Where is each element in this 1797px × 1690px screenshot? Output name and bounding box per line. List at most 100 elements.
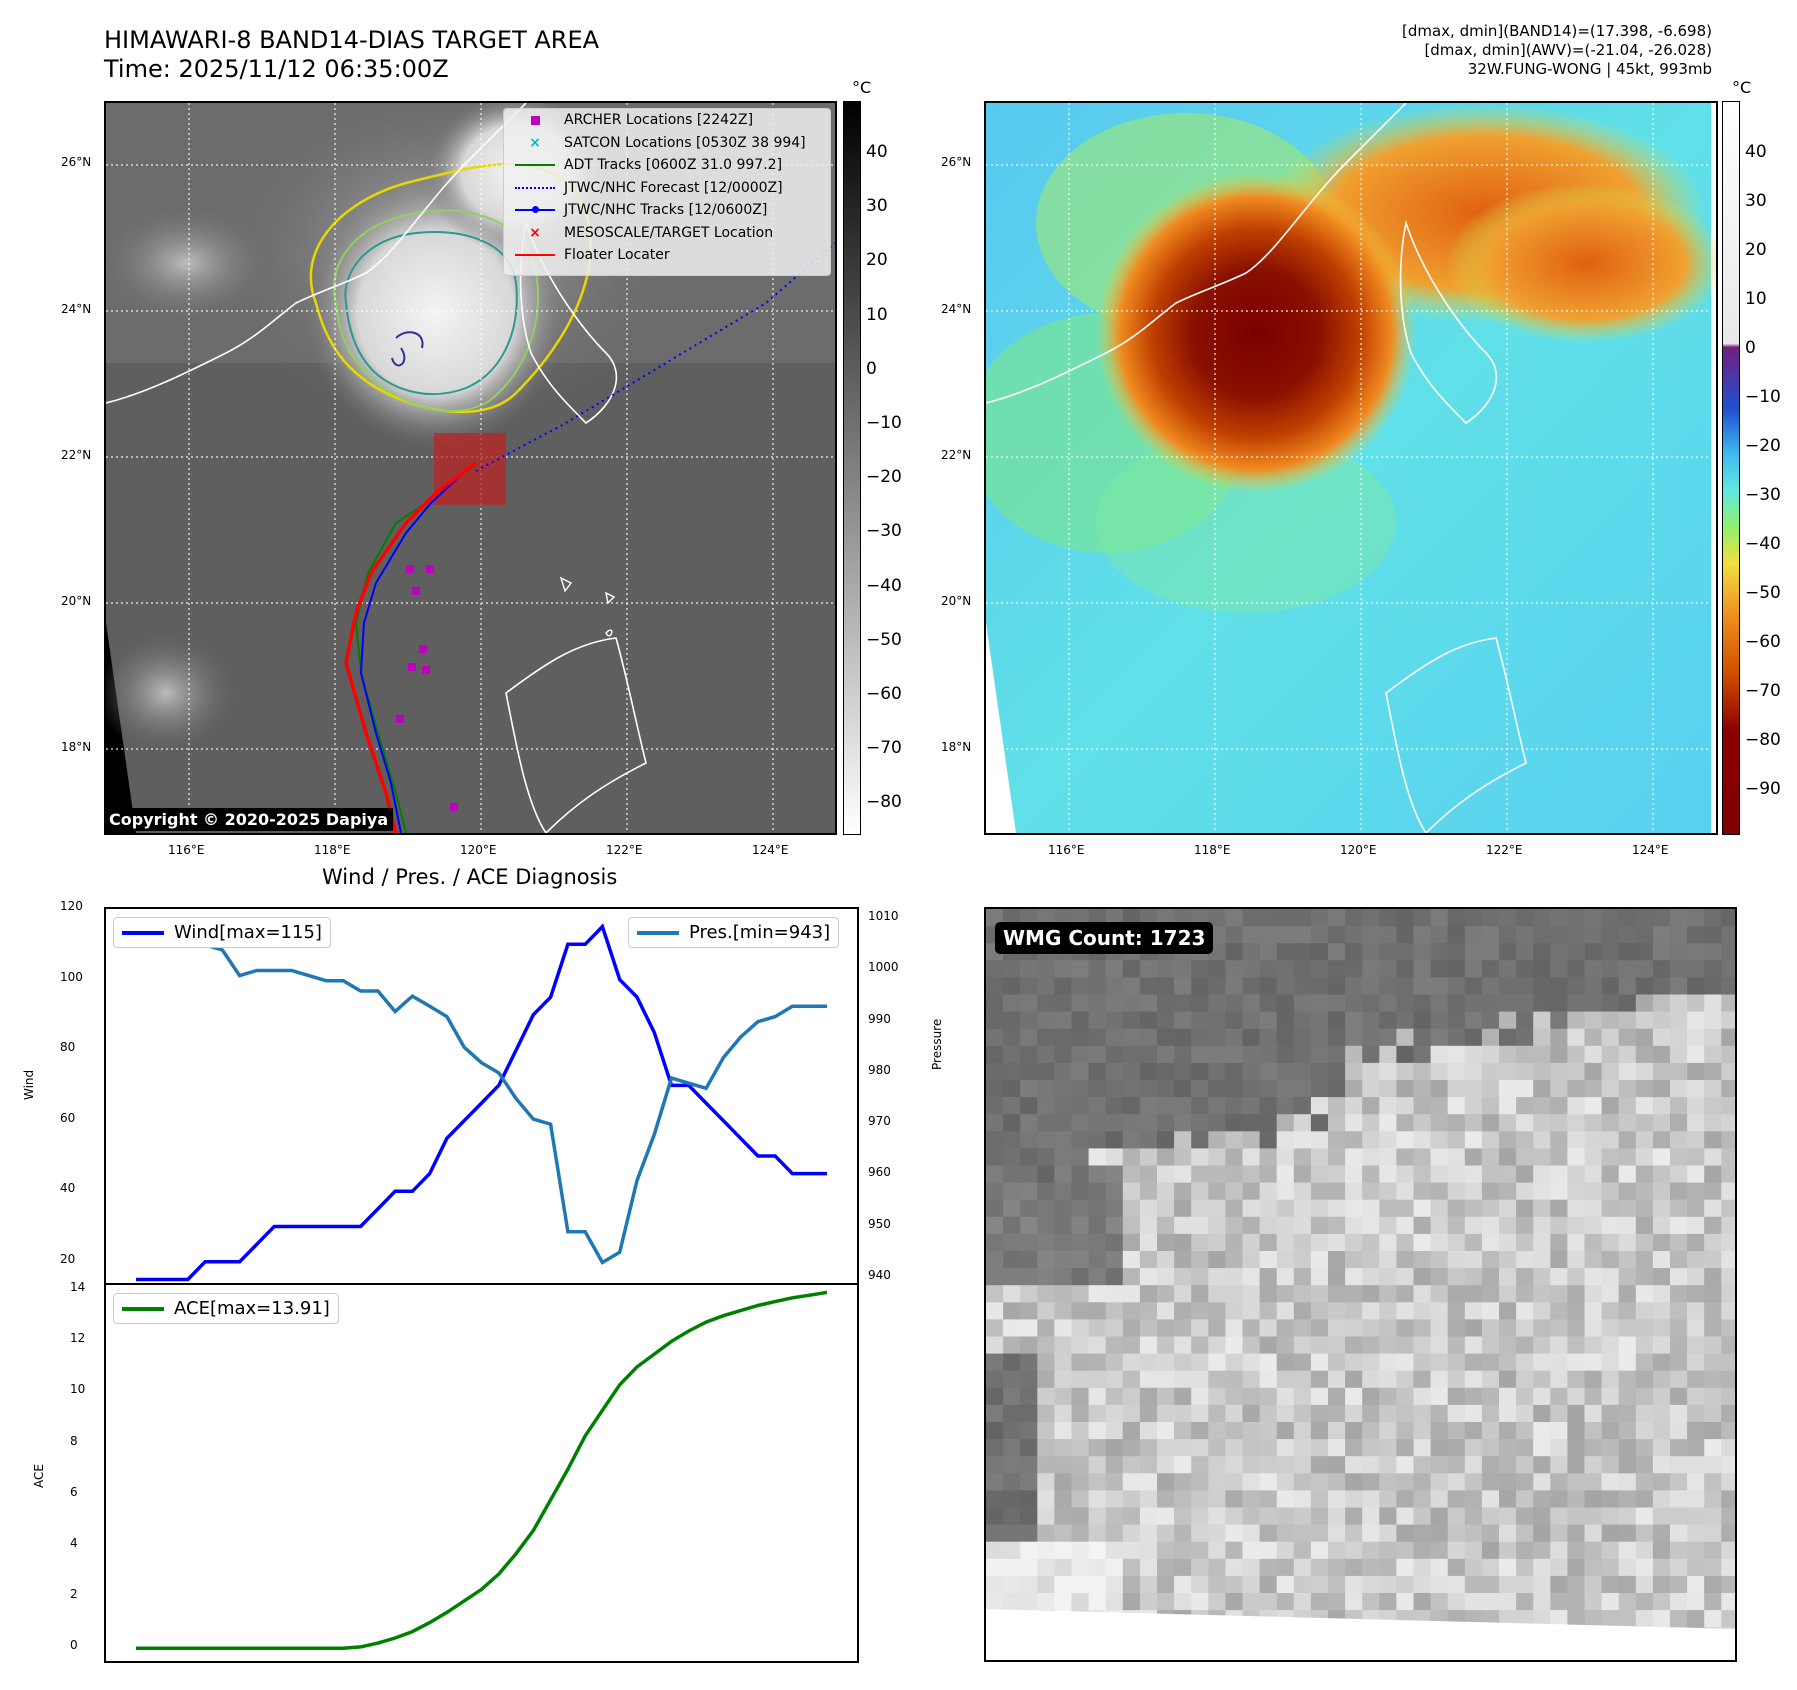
title-line-1: HIMAWARI-8 BAND14-DIAS TARGET AREA [104,26,600,54]
colorbar-tick-label: −90 [1745,779,1781,799]
wind-tick-label: 20 [60,1251,76,1266]
colorbar-tick-label: −40 [866,575,902,596]
wind-tick-label: 100 [60,969,83,984]
lat-label: 26°N [61,155,92,169]
legend-line-icon [637,930,679,935]
ace-tick-label: 4 [70,1535,78,1550]
wind-pressure-plot [134,923,827,1282]
dmax-awv: [dmax, dmin](AWV)=(-21.04, -26.028) [1424,41,1712,59]
colorbar-tick-label: −10 [866,413,902,433]
ace-chart [104,1283,859,1663]
dmax-band14: [dmax, dmin](BAND14)=(17.398, -6.698) [1401,22,1712,40]
lon-label: 120°E [460,843,497,857]
colorbar-tick-label: −20 [866,467,902,488]
wind-tick-label: 60 [60,1110,76,1125]
lon-label: 122°E [606,843,643,857]
colorbar-tick-label: −10 [1745,387,1781,407]
map-legend: ARCHER Locations [2242Z] × SATCON Locatio… [503,108,831,276]
ace-axis-label: ACE [32,1464,46,1488]
lat-label: 22°N [941,448,972,462]
wind-tick-label: 80 [60,1040,76,1055]
colorbar-tick-label: −80 [1745,730,1781,750]
legend-item-floater: Floater Locater [504,244,830,267]
pressure-tick-label: 990 [868,1011,891,1026]
legend-item-satcon: × SATCON Locations [0530Z 38 994] [504,132,830,155]
legend-item-tracks: JTWC/NHC Tracks [12/0600Z] [504,199,830,222]
colorbar-right [1722,101,1740,835]
colorbar-tick-label: 40 [866,142,888,162]
wmg-image [986,909,1735,1660]
wmg-pixels [986,909,1735,1660]
diag-title: Wind / Pres. / ACE Diagnosis [322,865,618,889]
colorbar-tick-label: −30 [866,521,902,542]
colorbar-tick-label: 30 [1745,191,1767,211]
pressure-tick-label: 950 [868,1216,891,1231]
enhanced-ir-map-image [986,103,1716,833]
lon-label: 116°E [1048,843,1085,857]
lat-label: 22°N [61,448,92,462]
figure-title: HIMAWARI-8 BAND14-DIAS TARGET AREA Time:… [104,26,599,84]
legend-item-mesoscale: × MESOSCALE/TARGET Location [504,222,830,245]
dotted-line-icon [512,181,558,195]
colorbar-tick-label: 10 [866,304,888,325]
legend-item-forecast: JTWC/NHC Forecast [12/0000Z] [504,177,830,200]
line-dot-icon [512,203,558,217]
lat-label: 24°N [941,302,972,316]
wind-tick-label: 120 [60,899,83,913]
pressure-axis-label: Pressure [930,1018,944,1070]
colorbar-tick-label: 20 [866,250,888,271]
ace-tick-label: 10 [70,1382,86,1397]
lat-label: 18°N [941,740,972,754]
lon-label: 118°E [1194,843,1231,857]
colorbar-unit: °C [1732,78,1752,97]
header-right-info: [dmax, dmin](BAND14)=(17.398, -6.698) [d… [1402,22,1712,79]
title-time: Time: 2025/11/12 06:35:00Z [104,55,449,83]
pressure-tick-label: 970 [868,1114,891,1129]
ir-map-panel [104,101,837,835]
legend-line-icon [122,1306,164,1311]
colorbar-tick-label: 30 [866,196,888,217]
wmg-blank-edge [986,1609,1735,1660]
pressure-tick-label: 960 [868,1165,891,1180]
wind-series-line [136,923,827,1282]
lat-label: 20°N [941,594,972,608]
storm-id: 32W.FUNG-WONG | 45kt, 993mb [1467,60,1712,78]
ace-tick-label: 12 [70,1331,86,1346]
line-icon [512,158,558,172]
enhanced-ir-map-panel [984,101,1718,835]
colorbar-tick-label: 0 [866,358,877,379]
copyright-badge: Copyright © 2020-2025 Dapiya [104,808,394,831]
pressure-tick-label: 980 [868,1062,891,1077]
colorbar-tick-label: 0 [1745,338,1756,358]
colorbar-tick-label: −70 [866,738,902,759]
colorbar-tick-label: 20 [1745,240,1767,260]
lon-label: 120°E [1340,843,1377,857]
wind-tick-label: 40 [60,1181,76,1196]
line-icon [512,248,558,262]
lon-label: 124°E [1632,843,1669,857]
x-marker-icon: × [529,134,541,151]
pressure-tick-label: 1010 [868,909,899,924]
colorbar-tick-label: −70 [1745,681,1781,701]
wind-pressure-chart [104,907,859,1285]
ace-tick-label: 6 [70,1484,78,1499]
ace-tick-label: 14 [70,1280,86,1295]
lat-label: 18°N [61,740,92,754]
colorbar-tick-label: −50 [866,629,902,650]
colorbar-left [843,101,861,835]
pressure-series-line [134,923,827,1265]
pressure-legend: Pres.[min=943] [628,917,840,948]
colorbar-tick-label: −50 [1745,583,1781,603]
lat-label: 20°N [61,594,92,608]
lat-label: 24°N [61,302,92,316]
wmg-count-badge: WMG Count: 1723 [995,922,1214,954]
colorbar-tick-label: −40 [1745,534,1781,554]
ace-tick-label: 2 [70,1587,78,1602]
colorbar-tick-label: −60 [1745,632,1781,652]
legend-item-archer: ARCHER Locations [2242Z] [504,109,830,132]
x-marker-icon: × [529,224,541,241]
colorbar-tick-label: −60 [866,684,902,704]
lon-label: 116°E [168,843,205,857]
legend-line-icon [122,930,164,935]
square-marker-icon [512,113,558,127]
